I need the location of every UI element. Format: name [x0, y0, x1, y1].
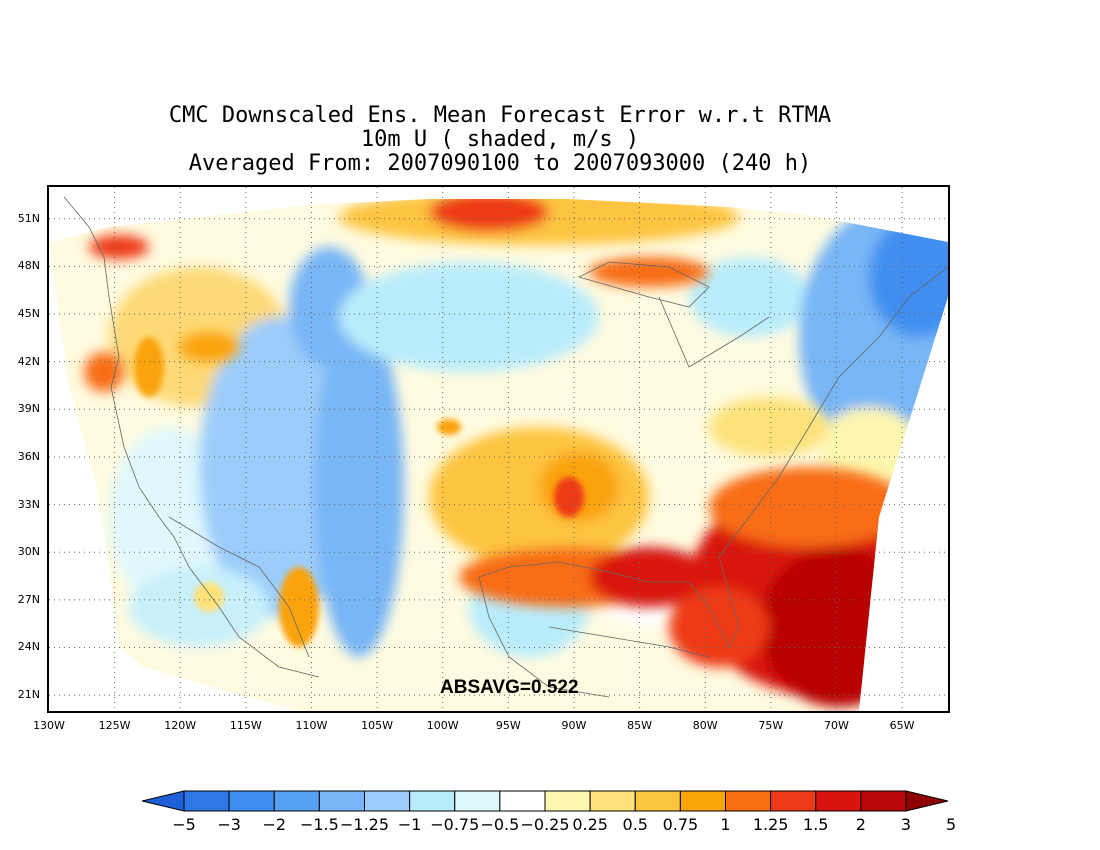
- lat-label: 30N: [17, 545, 40, 559]
- lon-label: 85W: [627, 719, 653, 732]
- colorbar-tick-label: 1.25: [752, 815, 789, 834]
- map-title-line-2: 10m U ( shaded, m/s ): [360, 127, 640, 152]
- colorbar-tick-label: 0.25: [572, 815, 608, 834]
- colorbar: [142, 790, 948, 812]
- colorbar-tick-label: 5: [946, 815, 957, 834]
- colorbar-tick-label: 0.75: [662, 815, 699, 834]
- colorbar-swatch: [499, 790, 546, 812]
- error-field-map: [49, 187, 948, 711]
- lon-label: 105W: [361, 719, 394, 732]
- colorbar-swatch: [183, 790, 230, 812]
- colorbar-swatch: [725, 790, 772, 812]
- colorbar-swatch: [273, 790, 320, 812]
- colorbar-swatch: [634, 790, 681, 812]
- lat-label: 48N: [17, 259, 40, 273]
- colorbar-tick-label: −0.75: [430, 815, 480, 834]
- colorbar-tick-label: 0.5: [622, 815, 648, 834]
- lon-label: 90W: [561, 719, 587, 732]
- colorbar-tick-label: −0.25: [520, 815, 570, 834]
- lat-label: 27N: [17, 592, 40, 606]
- colorbar-swatch: [770, 790, 817, 812]
- colorbar-tick-label: −0.5: [480, 815, 520, 834]
- lon-label: 110W: [295, 719, 328, 732]
- map-plot-area: ABSAVG=0.522: [47, 185, 950, 713]
- lat-label: 42N: [17, 354, 40, 368]
- colorbar-swatch: [544, 790, 591, 812]
- colorbar-tick-label: −3: [217, 815, 241, 834]
- lat-label: 36N: [17, 449, 40, 463]
- colorbar-swatch: [679, 790, 726, 812]
- colorbar-swatch: [589, 790, 636, 812]
- colorbar-tick-label: 1.5: [803, 815, 829, 834]
- colorbar-tick-label: −1.25: [339, 815, 390, 834]
- lat-label: 33N: [17, 497, 40, 511]
- lat-label: 45N: [17, 307, 40, 321]
- colorbar-swatch: [142, 790, 185, 812]
- lon-label: 115W: [229, 719, 262, 732]
- map-title-line-1: CMC Downscaled Ens. Mean Forecast Error …: [168, 103, 832, 128]
- lat-label: 21N: [17, 688, 40, 702]
- lon-label: 100W: [426, 719, 459, 732]
- lon-label: 70W: [824, 719, 849, 732]
- lon-label: 120W: [164, 719, 197, 732]
- map-title-line-3: Averaged From: 2007090100 to 2007093000 …: [188, 151, 812, 176]
- lat-label: 39N: [17, 402, 40, 416]
- colorbar-tick-label: 2: [855, 815, 866, 834]
- lon-label: 75W: [758, 719, 784, 732]
- colorbar-tick-label: 3: [900, 815, 912, 834]
- lon-label: 130W: [33, 719, 65, 732]
- colorbar-swatch: [228, 790, 275, 812]
- colorbar-tick-label: −1: [397, 815, 422, 834]
- lon-label: 65W: [889, 719, 915, 732]
- shaded-field: [49, 199, 948, 711]
- colorbar-swatch: [364, 790, 411, 812]
- colorbar-tick-label: −5: [172, 815, 196, 834]
- colorbar-swatch: [815, 790, 862, 812]
- colorbar-swatch: [905, 790, 948, 812]
- colorbar-tick-label: −2: [262, 815, 287, 834]
- lat-label: 24N: [17, 640, 40, 654]
- colorbar-swatch: [454, 790, 501, 812]
- colorbar-tick-label: 1: [720, 815, 731, 834]
- colorbar-swatch: [860, 790, 907, 812]
- absavg-annotation: ABSAVG=0.522: [440, 677, 579, 698]
- lon-label: 80W: [692, 719, 718, 732]
- colorbar-tick-label: −1.5: [299, 815, 339, 834]
- colorbar-swatch: [318, 790, 365, 812]
- lon-label: 125W: [98, 719, 131, 732]
- colorbar-swatch: [409, 790, 456, 812]
- coastlines: [63, 196, 948, 698]
- lon-label: 95W: [495, 719, 521, 732]
- lat-label: 51N: [17, 211, 40, 225]
